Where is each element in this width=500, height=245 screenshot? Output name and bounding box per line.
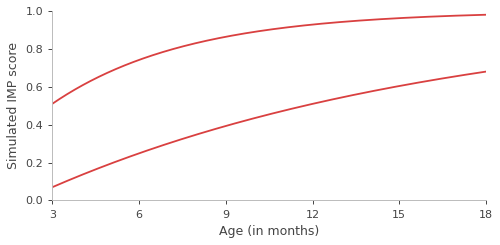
Y-axis label: Simulated IMP score: Simulated IMP score — [7, 42, 20, 169]
X-axis label: Age (in months): Age (in months) — [219, 225, 320, 238]
